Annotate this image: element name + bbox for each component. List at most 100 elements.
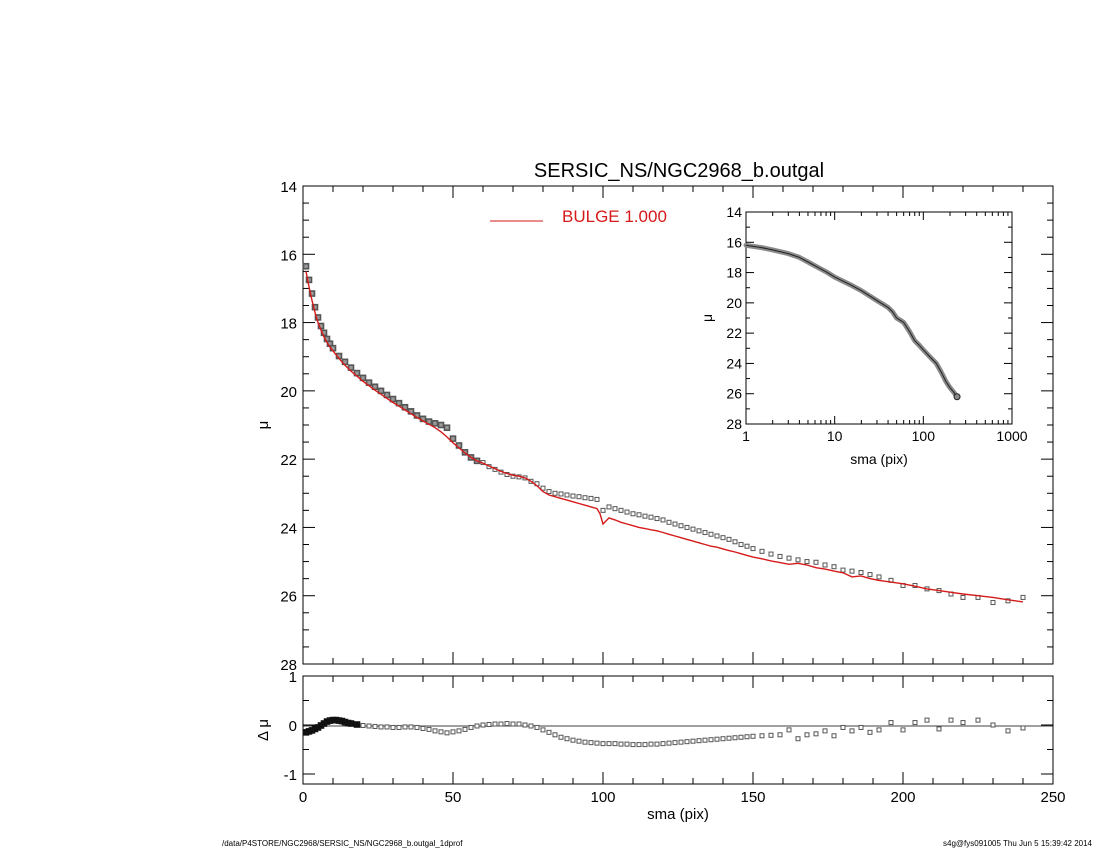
main-data-point [960,594,966,600]
residual-data-point [666,740,672,746]
residual-data-point [900,727,906,733]
residual-data-point [347,720,355,727]
residual-x-tick-label: 0 [299,789,307,806]
main-data-point [371,383,379,391]
main-data-point [654,516,660,522]
residual-data-point [630,742,636,748]
main-ticks [302,185,1054,665]
residual-data-point [750,733,756,739]
residual-data-point [474,723,480,729]
residual-x-axis-label: sma (pix) [647,806,709,823]
main-y-tick-label: 24 [280,520,297,537]
main-data-point [600,507,606,513]
main-data-point [858,569,864,575]
legend-label-bulge: BULGE 1.000 [562,207,667,226]
main-data-point [564,492,570,498]
main-data-point [690,526,696,532]
residual-data-point [702,737,708,743]
main-data-point [738,542,744,547]
residual-data-point [642,742,648,748]
main-data-point [570,493,576,499]
residual-data-point [936,726,942,732]
main-data-point [642,513,648,519]
inset-y-tick-label: 26 [726,386,742,402]
main-data-point [804,559,810,565]
residual-data-point [960,720,966,726]
main-data-point [813,559,819,565]
main-data-point [558,491,564,497]
residual-data-point [1005,728,1011,734]
residual-data-point [528,723,534,729]
residual-data-point [867,729,873,735]
main-data-point [630,511,636,517]
main-data-point [849,568,855,574]
residual-data-point [534,724,540,730]
inset-y-tick-label: 22 [726,325,742,341]
residual-data-point [492,721,498,727]
residual-data-point [612,741,618,747]
main-data-point [744,543,750,549]
main-data-point [443,424,451,432]
main-data-point [648,514,654,520]
main-data-point [777,553,783,559]
main-y-tick-label: 14 [280,179,297,196]
residual-data-point [480,722,486,728]
main-data-point [666,519,672,525]
main-data-point [876,574,882,580]
main-y-tick-label: 16 [280,247,297,264]
residual-data-point [720,736,726,742]
residual-data-point [795,736,801,742]
residual-data-point [570,737,576,743]
main-data-point [606,504,612,510]
residual-data-point [948,717,954,723]
main-data-point [990,600,996,606]
residual-data-point [504,721,510,727]
residual-data-point [588,740,594,746]
residual-data-point [831,733,837,739]
main-title: SERSIC_NS/NGC2968_b.outgal [534,160,824,182]
main-data-point [552,490,558,496]
main-data-point [678,523,684,529]
main-data-point [840,567,846,573]
main-data-point [1020,594,1026,600]
inset-y-tick-label: 16 [726,234,742,250]
residual-data-point [353,721,361,728]
main-y-axis-label: μ [255,421,272,430]
main-data-point [708,531,714,537]
residual-data-point [840,724,846,730]
main-data-point [831,564,837,570]
residual-data-point [372,723,378,729]
footer-file-path: /data/P4STORE/NGC2968/SERSIC_NS/NGC2968_… [222,839,463,848]
residual-data-point [822,728,828,734]
inset-plot-frame [745,211,1013,425]
main-data-point [759,548,765,554]
residual-data-point [576,738,582,744]
main-data-point [437,421,445,429]
residual-data-point [924,717,930,723]
main-y-tick-label: 18 [280,316,297,333]
residual-data-point [396,724,402,730]
main-y-tick-label: 28 [280,657,297,674]
residual-x-tick-label: 50 [445,789,462,806]
residual-data-series [302,716,1026,748]
main-data-point [431,419,439,427]
main-data-point [594,496,600,502]
residual-data-point [777,732,783,738]
residual-data-point [522,722,528,728]
residual-data-point [582,739,588,745]
residual-data-point [618,741,624,747]
main-data-point [1005,598,1011,604]
residual-data-point [678,739,684,745]
residual-data-point [804,732,810,738]
residual-data-point [420,725,426,731]
residual-data-point [768,732,774,738]
residual-ticks: 10-10 50 100 150 200 250 [284,669,1066,806]
residual-data-point [660,741,666,747]
residual-x-tick-label: 150 [740,789,765,806]
main-data-point [588,495,594,501]
main-data-point [305,276,313,284]
residual-x-tick-label: 250 [1040,789,1065,806]
inset-data-endpoint [953,393,961,401]
main-data-point [786,555,792,561]
